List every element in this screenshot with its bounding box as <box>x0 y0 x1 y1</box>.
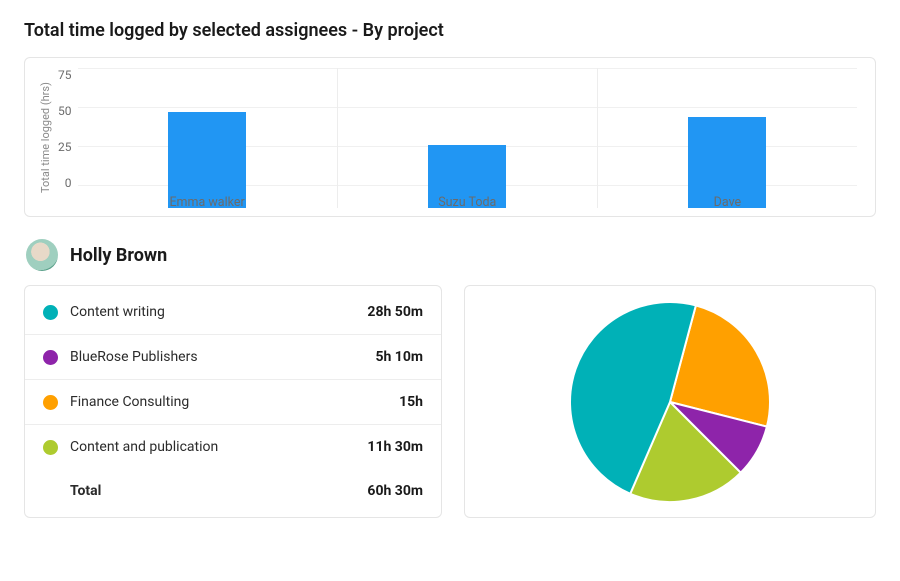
y-axis-ticks: 75 50 25 0 <box>54 68 78 208</box>
legend-row: Content writing28h 50m <box>25 290 441 335</box>
y-tick: 75 <box>58 68 72 82</box>
legend-value: 15h <box>399 394 423 410</box>
bar-panel: Suzu Toda <box>338 68 598 208</box>
avatar <box>26 239 58 271</box>
legend-value: 5h 10m <box>375 349 423 365</box>
legend-value: 28h 50m <box>367 304 423 320</box>
legend-label: Content writing <box>70 304 367 320</box>
legend-label: BlueRose Publishers <box>70 349 375 365</box>
total-label: Total <box>70 483 367 499</box>
project-breakdown-card: Content writing28h 50mBlueRose Publisher… <box>24 285 442 518</box>
legend-row: Content and publication11h 30m <box>25 425 441 469</box>
user-header: Holly Brown <box>26 239 876 271</box>
y-tick: 0 <box>65 176 72 190</box>
legend-swatch <box>43 395 58 410</box>
legend-swatch <box>43 305 58 320</box>
pie-chart-card <box>464 285 876 518</box>
bar-panel: Dave <box>598 68 857 208</box>
legend-swatch <box>43 350 58 365</box>
legend-label: Content and publication <box>70 439 367 455</box>
y-axis-label: Total time logged (hrs) <box>37 68 54 208</box>
legend-label: Finance Consulting <box>70 394 399 410</box>
y-tick: 25 <box>58 140 72 154</box>
legend-row: BlueRose Publishers5h 10m <box>25 335 441 380</box>
y-tick: 50 <box>58 104 72 118</box>
user-name: Holly Brown <box>70 245 167 266</box>
total-row: Total 60h 30m <box>25 469 441 513</box>
pie-chart <box>570 302 770 502</box>
x-axis-label: Dave <box>714 195 742 210</box>
legend-swatch <box>43 440 58 455</box>
bar-chart-card: Total time logged (hrs) 75 50 25 0 Emma … <box>24 57 876 217</box>
bar <box>168 112 246 208</box>
legend-value: 11h 30m <box>367 439 423 455</box>
bar-panel: Emma walker <box>78 68 338 208</box>
x-axis-label: Suzu Toda <box>438 195 496 210</box>
bar-plot-area: Emma walker Suzu Toda Dave <box>78 68 858 208</box>
page-title: Total time logged by selected assignees … <box>24 20 876 41</box>
legend-row: Finance Consulting15h <box>25 380 441 425</box>
total-value: 60h 30m <box>367 483 423 499</box>
bar-chart: Total time logged (hrs) 75 50 25 0 Emma … <box>37 68 857 208</box>
x-axis-label: Emma walker <box>169 195 244 210</box>
